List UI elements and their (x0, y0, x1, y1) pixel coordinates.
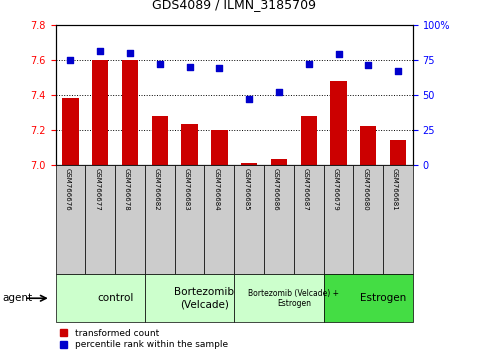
Bar (152, 116, 168, 165)
Bar (175, 165, 204, 274)
Bar (330, 81, 347, 165)
Text: agent: agent (2, 293, 32, 303)
Bar (390, 140, 406, 165)
Bar (122, 60, 138, 165)
Text: GDS4089 / ILMN_3185709: GDS4089 / ILMN_3185709 (152, 0, 316, 11)
Bar (241, 163, 257, 165)
Point (245, 96, 253, 102)
Text: GSM766681: GSM766681 (392, 168, 398, 211)
Bar (294, 165, 324, 274)
Text: GSM766680: GSM766680 (362, 168, 368, 211)
Text: GSM766679: GSM766679 (332, 168, 339, 211)
Point (126, 50, 134, 56)
Bar (204, 165, 234, 274)
Text: Bortezomib (Velcade) +
Estrogen: Bortezomib (Velcade) + Estrogen (248, 289, 340, 308)
Bar (271, 159, 287, 165)
Bar (56, 274, 145, 322)
Bar (300, 116, 317, 165)
Point (156, 61, 164, 67)
Point (394, 68, 402, 74)
Legend: transformed count, percentile rank within the sample: transformed count, percentile rank withi… (60, 329, 227, 349)
Bar (234, 274, 324, 322)
Bar (211, 130, 227, 165)
Bar (360, 126, 376, 165)
Point (67, 57, 74, 63)
Text: GSM766677: GSM766677 (94, 168, 100, 211)
Bar (182, 124, 198, 165)
Text: GSM766678: GSM766678 (124, 168, 130, 211)
Point (335, 51, 342, 57)
Bar (115, 165, 145, 274)
Bar (264, 165, 294, 274)
Bar (354, 165, 383, 274)
Bar (324, 274, 413, 322)
Bar (62, 98, 79, 165)
Text: GSM766676: GSM766676 (64, 168, 71, 211)
Text: GSM766686: GSM766686 (273, 168, 279, 211)
Point (305, 61, 313, 67)
Point (215, 65, 223, 71)
Point (97, 48, 104, 54)
Text: GSM766682: GSM766682 (154, 168, 160, 211)
Text: Estrogen: Estrogen (360, 293, 406, 303)
Bar (383, 165, 413, 274)
Bar (56, 165, 85, 274)
Bar (324, 165, 354, 274)
Bar (145, 274, 234, 322)
Text: GSM766683: GSM766683 (184, 168, 189, 211)
Point (364, 63, 372, 68)
Bar (145, 165, 175, 274)
Point (185, 64, 193, 69)
Bar (85, 165, 115, 274)
Text: Bortezomib
(Velcade): Bortezomib (Velcade) (174, 287, 234, 309)
Text: GSM766685: GSM766685 (243, 168, 249, 211)
Bar (234, 165, 264, 274)
Text: control: control (97, 293, 133, 303)
Point (275, 89, 283, 95)
Text: GSM766687: GSM766687 (303, 168, 309, 211)
Bar (92, 60, 108, 165)
Text: GSM766684: GSM766684 (213, 168, 219, 211)
